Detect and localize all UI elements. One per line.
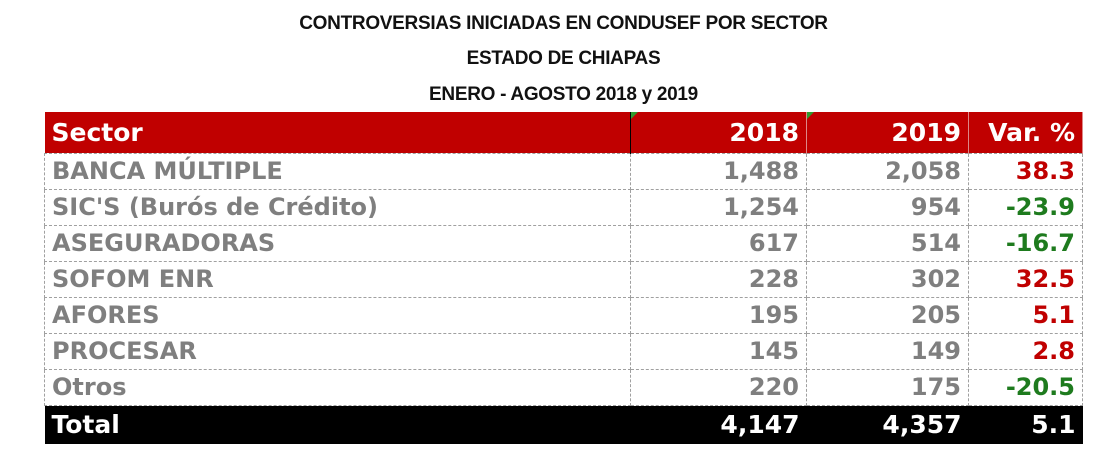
sector-cell: SIC'S (Burós de Crédito) [44,188,631,226]
table-row: SIC'S (Burós de Crédito) 1,254 954 -23.9 [44,188,1083,226]
table-row: BANCA MÚLTIPLE 1,488 2,058 38.3 [44,152,1083,190]
variation: 38.3 [968,152,1083,190]
header-var: Var. % [968,112,1083,153]
variation: 2.8 [968,332,1083,370]
variation: -16.7 [968,224,1083,262]
table-row: ASEGURADORAS 617 514 -16.7 [44,224,1083,262]
value-2018: 1,254 [630,188,807,226]
report-subtitle-state: ESTADO DE CHIAPAS [466,48,661,69]
header-2019-label: 2019 [891,117,961,147]
comment-indicator-icon [807,112,814,119]
report-title: CONTROVERSIAS INICIADAS EN CONDUSEF POR … [299,13,828,34]
value-2018: 617 [630,224,807,262]
variation: 5.1 [968,296,1083,334]
value-2019: 205 [806,296,969,334]
total-2018: 4,147 [630,405,807,444]
report-subtitle-period: ENERO - AGOSTO 2018 y 2019 [429,84,698,105]
sector-cell: PROCESAR [44,332,631,370]
sector-cell: AFORES [44,296,631,334]
header-2019: 2019 [806,112,969,153]
total-2019: 4,357 [806,405,969,444]
total-row: Total 4,147 4,357 5.1 [44,405,1083,444]
total-variation: 5.1 [968,405,1083,444]
header-2018-label: 2018 [729,117,799,147]
value-2019: 302 [806,260,969,298]
header-row: Sector 2018 2019 Var. % [44,112,1083,153]
sector-cell: SOFOM ENR [44,260,631,298]
value-2018: 195 [630,296,807,334]
sector-cell: BANCA MÚLTIPLE [44,152,631,190]
header-sector: Sector [44,112,631,153]
table-row: PROCESAR 145 149 2.8 [44,332,1083,370]
value-2019: 2,058 [806,152,969,190]
table-row: SOFOM ENR 228 302 32.5 [44,260,1083,298]
value-2019: 175 [806,368,969,406]
header-2018: 2018 [630,112,807,153]
value-2018: 228 [630,260,807,298]
table-row: AFORES 195 205 5.1 [44,296,1083,334]
value-2018: 145 [630,332,807,370]
value-2018: 220 [630,368,807,406]
variation: 32.5 [968,260,1083,298]
value-2019: 514 [806,224,969,262]
sector-cell: Otros [44,368,631,406]
variation: -23.9 [968,188,1083,226]
table-row: Otros 220 175 -20.5 [44,368,1083,406]
total-label: Total [44,405,631,444]
value-2019: 149 [806,332,969,370]
sector-cell: ASEGURADORAS [44,224,631,262]
value-2018: 1,488 [630,152,807,190]
comment-indicator-icon [631,112,638,119]
variation: -20.5 [968,368,1083,406]
controversias-table: Sector 2018 2019 Var. % BANCA MÚLTIPLE 1… [44,112,1083,444]
value-2019: 954 [806,188,969,226]
